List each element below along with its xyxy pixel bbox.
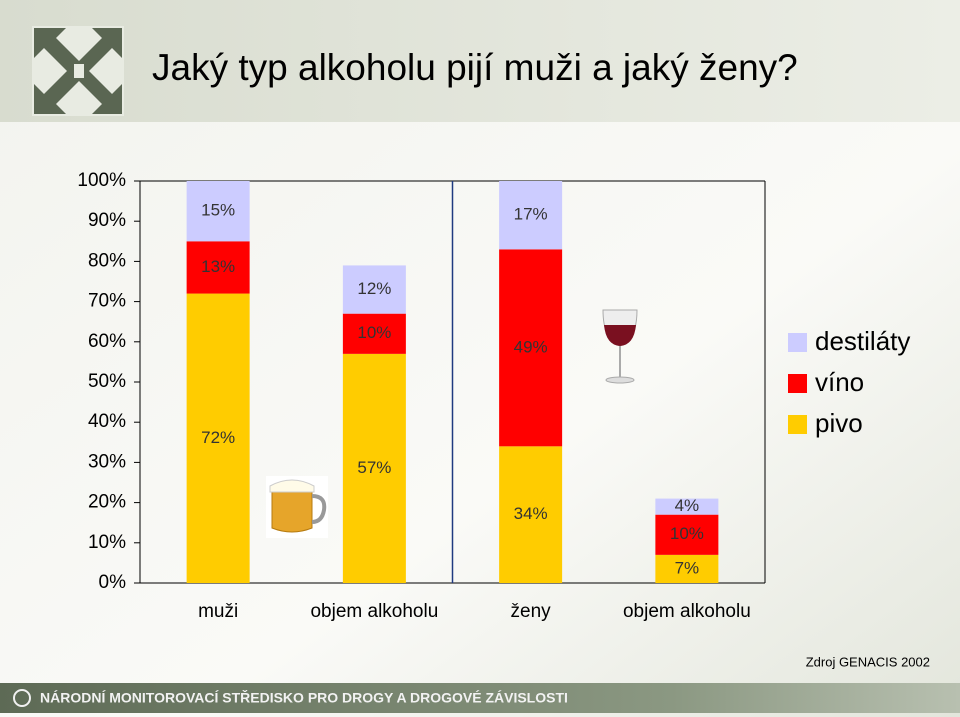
data-label: 10% xyxy=(670,524,704,543)
bar-segment xyxy=(655,554,719,583)
y-tick-label: 80% xyxy=(88,250,126,271)
y-tick-label: 30% xyxy=(88,451,126,472)
data-label: 10% xyxy=(357,323,391,342)
legend-swatch xyxy=(788,415,807,434)
footer-band xyxy=(0,683,960,713)
title: Jaký typ alkoholu pijí muži a jaký ženy? xyxy=(152,47,798,88)
y-tick-label: 20% xyxy=(88,492,126,513)
legend-label: destiláty xyxy=(815,326,910,356)
y-tick-label: 50% xyxy=(88,371,126,392)
x-tick-label: muži xyxy=(198,601,238,622)
source: Zdroj GENACIS 2002 xyxy=(806,654,930,669)
legend-swatch xyxy=(788,374,807,393)
y-tick-label: 90% xyxy=(88,210,126,231)
bar-segment xyxy=(499,181,563,250)
data-label: 15% xyxy=(201,201,235,220)
data-label: 57% xyxy=(357,458,391,477)
bar-segment xyxy=(342,313,406,354)
y-tick-label: 100% xyxy=(77,170,126,191)
bar-segment xyxy=(186,293,250,583)
y-tick-label: 70% xyxy=(88,291,126,312)
data-label: 17% xyxy=(514,205,548,224)
bar-segment xyxy=(499,446,563,583)
plot: 0% 10% 20% 30% 40% 50% 60% 70% 80% 90% 100% muži 72%… xyxy=(77,170,910,622)
data-label: 49% xyxy=(514,337,548,356)
data-label: 7% xyxy=(675,558,700,577)
bar-segment xyxy=(655,498,719,515)
data-label: 34% xyxy=(514,504,548,523)
header-band xyxy=(0,0,960,122)
y-tick-label: 0% xyxy=(99,572,127,593)
legend-swatch xyxy=(788,333,807,352)
footer-text: NÁRODNÍ MONITOROVACÍ STŘEDISKO PRO DROGY… xyxy=(40,689,568,706)
copyright-icon xyxy=(13,689,31,707)
data-label: 13% xyxy=(201,257,235,276)
logo xyxy=(32,26,124,116)
y-tick-label: 10% xyxy=(88,532,126,553)
y-tick-label: 60% xyxy=(88,331,126,352)
bar-segment xyxy=(655,514,719,555)
wine-icon xyxy=(602,309,638,384)
data-label: 72% xyxy=(201,428,235,447)
bar-segment xyxy=(186,241,250,294)
data-label: 12% xyxy=(357,279,391,298)
bar-segment xyxy=(499,249,563,447)
beer-icon xyxy=(266,476,328,538)
bar-segment xyxy=(342,265,406,314)
data-label: 4% xyxy=(675,496,700,515)
x-tick-label: objem alkoholu xyxy=(310,601,438,622)
bar-segment xyxy=(186,181,250,242)
bar-segment xyxy=(342,353,406,583)
y-tick-label: 40% xyxy=(88,411,126,432)
legend-label: pivo xyxy=(815,408,863,438)
legend-label: víno xyxy=(815,367,864,397)
x-tick-label: ženy xyxy=(511,601,552,622)
x-tick-label: objem alkoholu xyxy=(623,601,751,622)
